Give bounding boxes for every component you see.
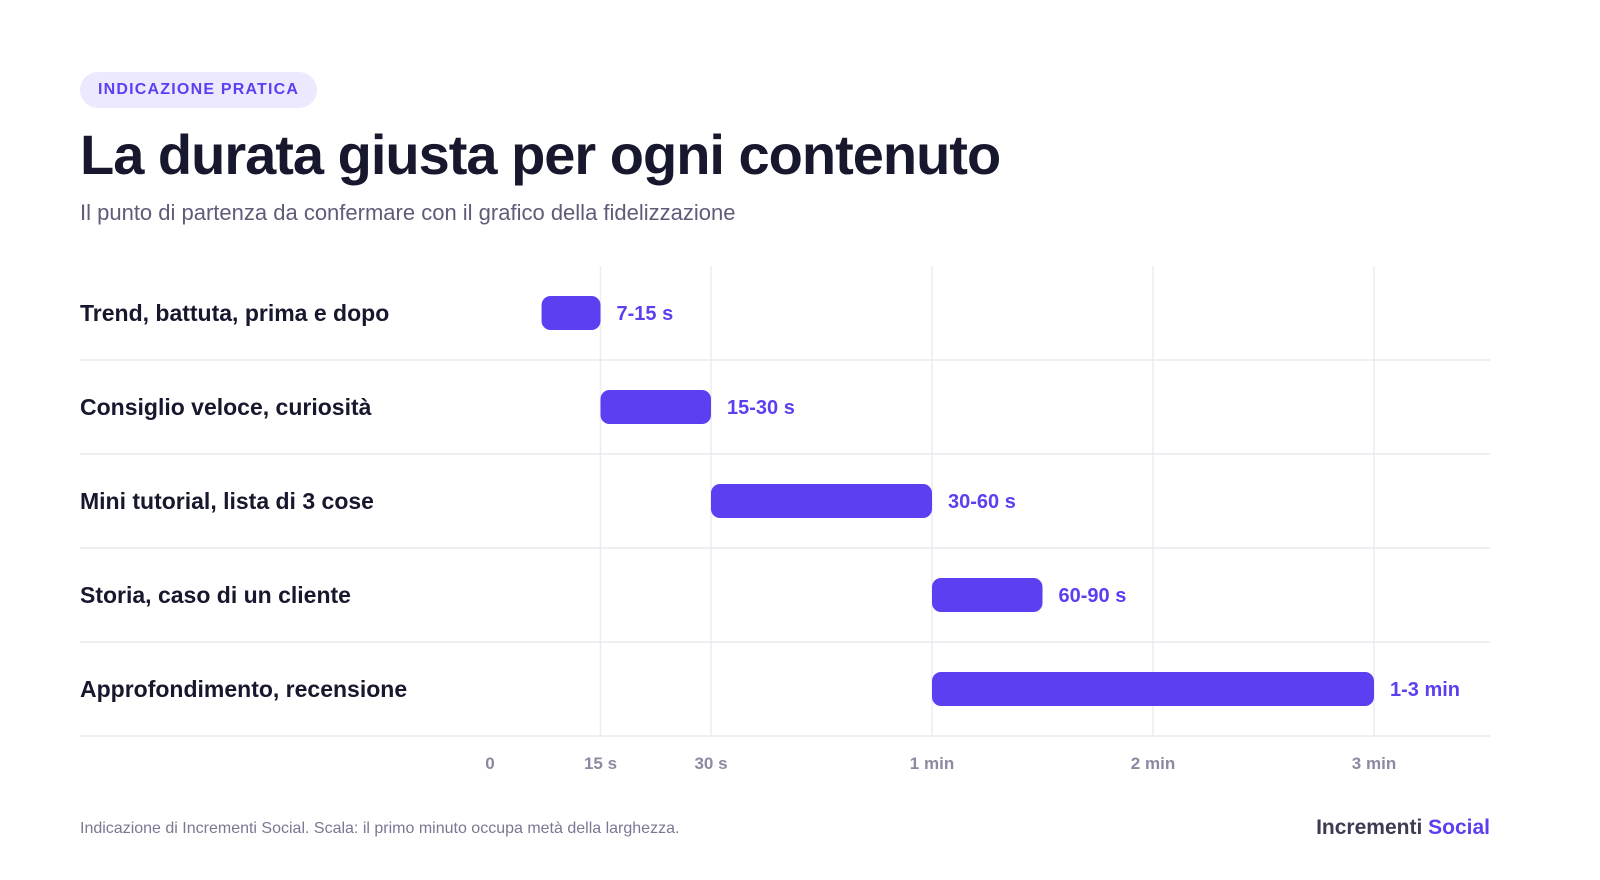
brand-name-part2: Social <box>1428 816 1490 839</box>
value-label: 30-60 s <box>948 491 1016 513</box>
value-label: 7-15 s <box>617 303 674 325</box>
category-label: Approfondimento, recensione <box>80 676 407 702</box>
page-title: La durata giusta per ogni contenuto <box>80 123 1001 186</box>
range-bar <box>541 296 601 330</box>
x-tick-label: 1 min <box>910 754 954 773</box>
value-label: 15-30 s <box>727 397 795 419</box>
range-bar <box>932 672 1374 706</box>
brand-name-part1: Incrementi <box>1316 816 1423 839</box>
duration-chart: Trend, battuta, prima e dopo 7-15 s Consig… <box>80 266 1490 773</box>
footnote: Indicazione di Incrementi Social. Scala:… <box>80 820 680 837</box>
x-tick-label: 2 min <box>1131 754 1175 773</box>
brand-logo: Incrementi Social <box>1316 816 1490 840</box>
category-badge: INDICAZIONE PRATICA <box>80 72 318 108</box>
category-label: Mini tutorial, lista di 3 cose <box>80 488 374 514</box>
value-label: 60-90 s <box>1059 585 1127 607</box>
category-label: Trend, battuta, prima e dopo <box>80 300 389 326</box>
page-subtitle: Il punto di partenza da confermare con i… <box>80 200 736 225</box>
category-label: Consiglio veloce, curiosità <box>80 394 372 420</box>
range-bar <box>711 484 932 518</box>
range-bar <box>600 390 711 424</box>
range-bar <box>932 578 1043 612</box>
value-label: 1-3 min <box>1390 679 1460 701</box>
x-tick-label: 30 s <box>694 754 727 773</box>
x-tick-label: 15 s <box>584 754 617 773</box>
category-label: Storia, caso di un cliente <box>80 582 351 608</box>
x-tick-label: 3 min <box>1352 754 1396 773</box>
x-tick-label: 0 <box>485 754 494 773</box>
